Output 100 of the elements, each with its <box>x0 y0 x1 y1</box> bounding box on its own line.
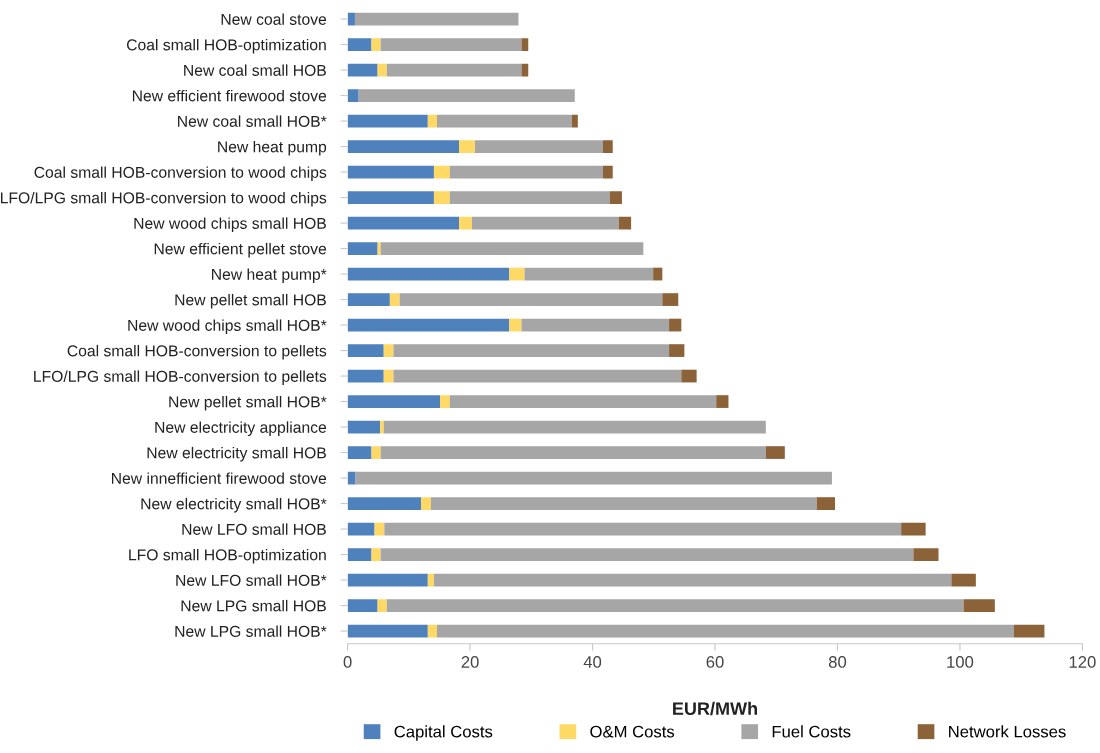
bar <box>347 191 434 204</box>
x-tick-label: 0 <box>343 656 352 668</box>
bar <box>383 344 394 357</box>
y-tick-label: New LFO small HOB* <box>176 574 327 586</box>
x-tick-label: 120 <box>1069 656 1096 668</box>
bar <box>951 573 976 587</box>
bar <box>347 446 372 459</box>
bar <box>459 216 472 230</box>
bar <box>347 114 428 128</box>
bar <box>347 140 460 153</box>
bar <box>371 548 381 561</box>
y-tick-label: New coal small HOB* <box>178 115 327 127</box>
x-axis-title: EUR/MWh <box>673 701 758 716</box>
y-tick-label: New pellet small HOB* <box>169 395 327 411</box>
y-tick-label: New heat pump* <box>212 268 327 284</box>
bar <box>380 420 384 434</box>
bar <box>716 395 729 408</box>
y-tick-label: New innefficient firewood stove <box>112 472 327 484</box>
y-tick-label: Coal small HOB-conversion to wood chips <box>34 166 327 182</box>
y-tick-label: New LPG small HOB <box>181 599 326 612</box>
bar <box>347 344 384 357</box>
bar <box>474 140 603 153</box>
bar <box>347 548 372 561</box>
x-tick-label: 20 <box>461 656 479 668</box>
bar <box>347 89 359 102</box>
y-tick-label: New pellet small HOB <box>175 293 326 309</box>
bar <box>380 38 522 51</box>
bar <box>347 293 390 306</box>
y-tick-label: New electricity small HOB* <box>141 497 327 513</box>
bar <box>440 395 450 408</box>
y-tick-label: New coal stove <box>221 13 327 25</box>
bar <box>669 318 682 332</box>
bar <box>449 191 610 204</box>
y-tick-label: LFO/LPG small HOB-conversion to pellets <box>34 370 327 386</box>
y-tick-label: New efficient pellet stove <box>154 242 327 258</box>
bar <box>347 165 434 179</box>
bar <box>669 344 685 357</box>
bar <box>1013 624 1045 638</box>
legend-label: O&M Costs <box>590 725 675 738</box>
y-tick-label: New electricity appliance <box>155 421 327 437</box>
bar <box>430 497 817 510</box>
bar <box>427 114 437 128</box>
bar <box>653 267 663 281</box>
bar <box>437 114 572 128</box>
y-tick-label: New LPG small HOB* <box>175 625 327 637</box>
bar <box>393 369 682 383</box>
bar <box>347 599 378 612</box>
bar <box>347 369 384 383</box>
bar <box>399 293 663 306</box>
bar <box>384 522 902 536</box>
bar <box>449 165 603 179</box>
bar <box>347 242 378 255</box>
bar <box>347 267 510 281</box>
bar <box>389 293 400 306</box>
y-tick-label: New coal small HOB <box>184 64 326 76</box>
bar <box>427 624 437 638</box>
y-tick-label: New heat pump <box>218 140 327 156</box>
bar <box>347 38 372 51</box>
bar <box>471 216 619 230</box>
legend-label: Capital Costs <box>394 725 493 741</box>
bar <box>963 599 995 612</box>
bar <box>371 38 381 51</box>
x-tick-label: 80 <box>828 656 847 668</box>
bar <box>377 63 387 77</box>
bar <box>347 471 356 485</box>
bar <box>386 63 522 77</box>
bar <box>427 573 434 587</box>
y-tick-label: New LFO small HOB <box>182 523 326 535</box>
y-tick-label: New electricity small HOB <box>147 446 326 462</box>
bar <box>371 446 381 459</box>
bar <box>355 471 832 485</box>
bar <box>386 599 964 612</box>
bar <box>521 318 670 332</box>
bar <box>816 497 836 510</box>
x-tick-label: 100 <box>947 656 974 668</box>
bar <box>618 216 632 230</box>
bar <box>571 114 578 128</box>
bar <box>433 191 450 204</box>
bar <box>377 599 387 612</box>
bar <box>347 522 375 536</box>
bar <box>347 497 422 510</box>
x-tick-label: 60 <box>706 656 724 668</box>
bar <box>459 140 475 153</box>
y-tick-label: New wood chips small HOB* <box>128 319 327 335</box>
bar <box>509 318 522 332</box>
bar <box>901 522 926 536</box>
bar <box>913 548 939 561</box>
bar <box>383 369 394 383</box>
bar <box>393 344 670 357</box>
bar <box>524 267 654 281</box>
bar <box>354 12 519 26</box>
bar <box>358 89 575 102</box>
bar <box>383 420 766 434</box>
bar <box>347 624 428 638</box>
bar <box>433 573 952 587</box>
x-tick-label: 40 <box>583 656 602 668</box>
bar <box>380 548 914 561</box>
bar <box>765 446 785 459</box>
bar <box>681 369 697 383</box>
bar <box>609 191 622 204</box>
